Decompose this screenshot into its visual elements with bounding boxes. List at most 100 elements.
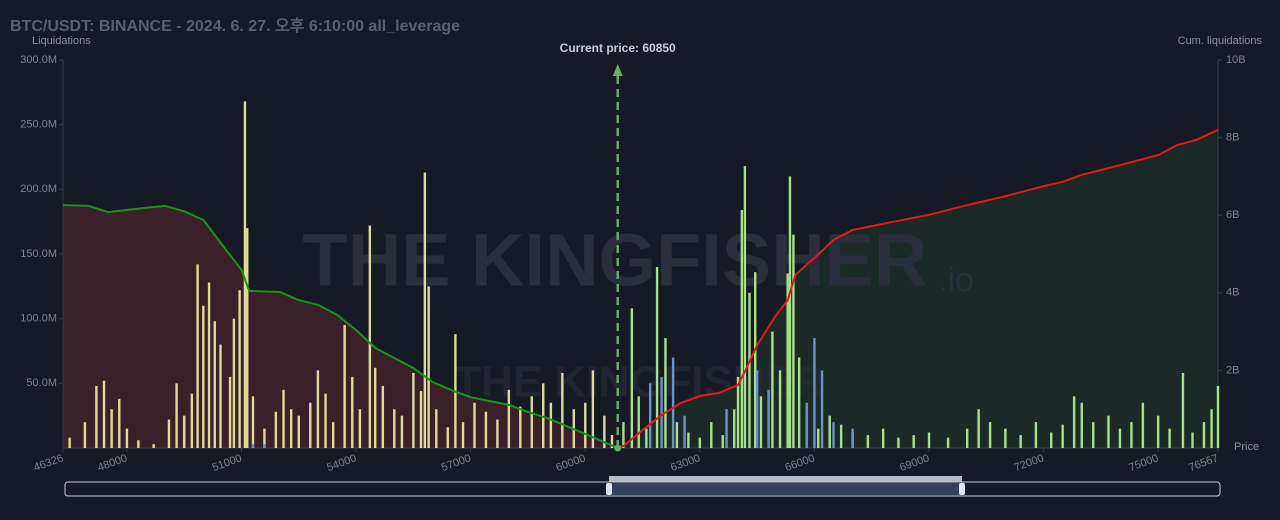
chart-title: BTC/USDT: BINANCE - 2024. 6. 27. 오후 6:10… [10,16,460,35]
bar [102,380,106,448]
bar [400,415,404,448]
y2-tick-label: 4B [1226,287,1239,299]
bar [496,419,499,448]
bar [786,273,789,448]
bar [1130,422,1133,448]
y2-tick-label: 10B [1226,54,1246,66]
bar [839,424,843,448]
watermark: THE KINGFISHER [454,358,826,407]
bar [866,435,870,448]
y-tick-label: 250.0M [20,119,57,131]
bar [645,428,648,448]
bar [238,290,241,448]
bar [412,372,415,448]
bar [797,357,801,448]
bar [373,367,377,448]
y-tick-label: 100.0M [20,313,57,325]
bar [196,264,199,448]
bar [881,428,885,448]
bar [202,305,205,448]
bar [946,437,950,448]
scroll-handle-left[interactable] [606,483,612,495]
bar [1210,409,1213,448]
bar [289,409,293,448]
bar [251,396,255,448]
bar [1080,402,1083,448]
bar [759,396,763,448]
bar [792,234,795,448]
bar [660,376,663,448]
bar [771,331,774,448]
bar [282,389,285,448]
bar [1050,432,1053,448]
bar [736,376,740,448]
bar [754,272,757,448]
bar [381,385,385,448]
bar [1181,372,1185,448]
area-fill [617,129,1218,449]
bar [1061,424,1064,448]
bar [125,428,129,448]
bar [788,176,792,448]
bar [118,398,121,448]
scroll-handle-right[interactable] [959,483,965,495]
area-fill [63,205,618,448]
bar [977,409,980,448]
current-price-dot [614,444,622,452]
bar [175,383,178,448]
bar [755,370,759,448]
bar [1092,422,1095,448]
bar [331,422,335,448]
bar [213,321,216,448]
bar [358,409,362,448]
bar [767,389,770,448]
bar [137,440,140,448]
bar [83,422,87,448]
bar [297,415,301,448]
scroll-handle-bar[interactable] [609,476,962,482]
bar [393,409,396,448]
bar [246,228,249,448]
bar [1019,435,1022,448]
bar [675,422,679,448]
bar [243,101,247,449]
bar [232,318,236,448]
bar [68,437,71,448]
bar [519,406,522,448]
y2-tick-label: 6B [1226,209,1239,221]
bar [832,422,835,448]
bar [630,308,634,448]
bar [446,427,449,448]
bar [817,428,820,448]
bar [95,385,98,448]
bar [228,376,232,448]
y2-tick-label: 2B [1226,364,1239,376]
bar [603,415,606,448]
y-tick-label: 200.0M [20,183,57,195]
bar [725,409,728,448]
bar [988,422,992,448]
bar [435,409,438,448]
bar [263,444,266,448]
bar [664,338,667,448]
bar [461,422,465,448]
bar [110,409,113,448]
scroll-range[interactable] [609,483,962,495]
cumulative-line [62,204,619,449]
bar [648,383,652,448]
y-tick-label: 150.0M [20,248,57,260]
bar [671,357,675,448]
current-price-label: Current price: 60850 [560,41,676,55]
y2-axis-title: Cum. liquidations [1178,35,1263,47]
bar [721,435,724,448]
bar [507,389,511,448]
bar [1141,402,1145,448]
bar [622,422,625,448]
bar [748,292,751,448]
y-tick-label: 50.0M [26,377,57,389]
bar [351,376,354,448]
bar [927,432,931,448]
x-axis-title: Price [1234,441,1259,453]
bar [343,325,346,448]
